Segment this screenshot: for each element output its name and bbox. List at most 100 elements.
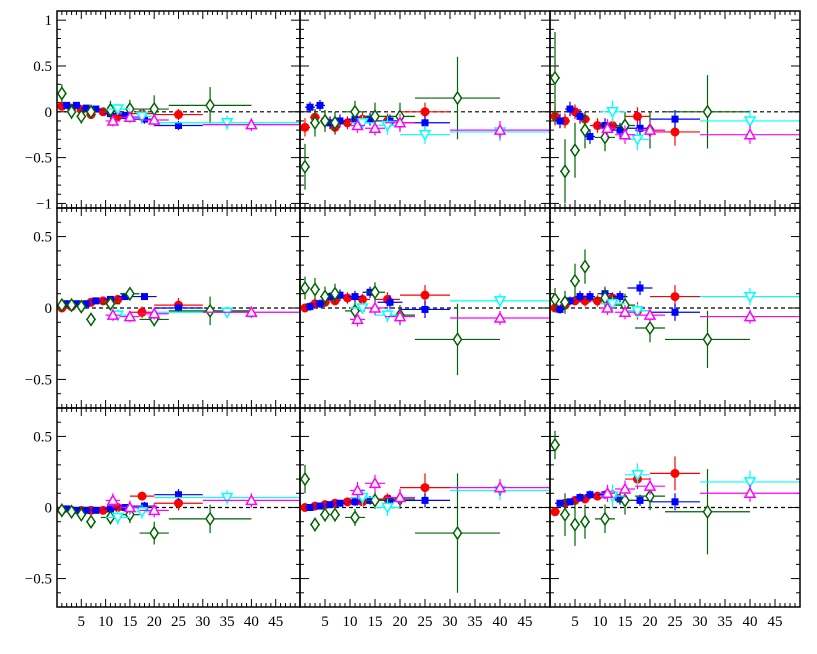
data-point-square: [72, 506, 80, 514]
data-point-diamond: [56, 297, 67, 313]
data-point-triangle-up: [245, 305, 258, 318]
x-tick-label: 45: [268, 614, 283, 630]
data-series: [550, 249, 750, 368]
data-point-triangle-up: [393, 491, 407, 503]
data-point-circle: [420, 290, 430, 300]
data-point-triangle-down: [493, 296, 507, 308]
data-point-square: [306, 504, 314, 511]
panel-grid: −1 −0.5 0 0.5 1 −0.5 0 0.5 −0.5 0 0.5: [25, 10, 801, 608]
data-series: [300, 276, 500, 376]
data-point-triangle-up: [351, 483, 364, 496]
data-point-diamond: [86, 312, 96, 327]
data-point-triangle-up: [123, 500, 137, 513]
data-series: [300, 464, 500, 593]
data-point-diamond: [350, 510, 360, 525]
data-point-square: [121, 293, 129, 301]
data-point-diamond: [76, 109, 87, 124]
data-point-diamond: [560, 294, 570, 310]
data-series: [105, 493, 300, 518]
data-point-square: [636, 284, 644, 292]
data-point-triangle-up: [368, 476, 382, 489]
data-point-square: [586, 133, 594, 141]
data-point-diamond: [149, 525, 160, 541]
y-tick-label: 0.5: [33, 429, 52, 445]
data-point-triangle-up: [393, 310, 407, 322]
data-point-circle: [670, 468, 680, 478]
data-point-square: [121, 111, 129, 119]
y-tick-label: −0.5: [25, 572, 52, 588]
x-tick-label: 30: [443, 614, 458, 630]
x-tick-label: 45: [768, 614, 783, 630]
data-point-diamond: [580, 514, 590, 530]
data-point-triangle-down: [111, 512, 125, 524]
x-tick-label: 25: [418, 614, 433, 630]
data-point-square: [671, 115, 679, 123]
data-point-triangle-up: [106, 493, 120, 506]
data-point-square: [576, 112, 584, 120]
data-point-triangle-down: [381, 502, 394, 515]
chart-panel: −1 −0.5 0 0.5 1: [25, 10, 301, 212]
data-point-square: [82, 506, 90, 514]
data-point-circle: [670, 292, 680, 302]
chart-panel: [299, 207, 551, 409]
data-point-square: [556, 117, 564, 125]
data-point-diamond: [56, 502, 67, 518]
data-point-square: [72, 101, 80, 109]
data-point-triangle-up: [147, 503, 161, 516]
data-point-triangle-down: [381, 120, 394, 133]
data-point-diamond: [370, 284, 380, 300]
data-point-square: [336, 291, 344, 299]
data-point-triangle-up: [147, 113, 161, 125]
data-point-square: [140, 293, 148, 301]
data-series: [600, 300, 800, 324]
data-point-triangle-down: [606, 298, 619, 311]
data-point-triangle-down: [606, 107, 619, 119]
chart-panel: [549, 407, 801, 608]
data-point-diamond: [550, 437, 560, 453]
data-point-triangle-down: [743, 116, 757, 128]
data-point-diamond: [320, 507, 330, 522]
data-point-triangle-down: [631, 134, 644, 146]
data-point-square: [175, 122, 182, 130]
data-series: [550, 32, 750, 204]
data-point-diamond: [76, 299, 87, 314]
data-point-square: [175, 304, 182, 312]
data-point-triangle-up: [493, 311, 507, 323]
data-point-diamond: [310, 517, 320, 532]
x-tick-label: 25: [668, 614, 683, 630]
data-point-circle: [670, 127, 680, 137]
y-tick-label: 0: [45, 501, 53, 517]
data-point-square: [421, 496, 429, 504]
data-point-square: [326, 501, 334, 509]
data-point-diamond: [66, 297, 77, 313]
data-point-square: [556, 305, 564, 313]
y-tick-label: −0.5: [25, 151, 52, 167]
data-point-circle: [420, 483, 430, 493]
panel-frame: [549, 10, 801, 209]
data-point-diamond: [452, 90, 463, 106]
data-point-square: [336, 499, 344, 507]
data-series: [305, 286, 450, 318]
data-point-diamond: [300, 280, 310, 296]
data-point-circle: [550, 507, 560, 517]
data-point-square: [63, 505, 71, 513]
chart-panel: [299, 10, 551, 209]
x-tick-label: 40: [244, 614, 259, 630]
data-point-square: [306, 103, 314, 111]
x-tick-label: 30: [195, 614, 210, 630]
data-point-diamond: [702, 104, 713, 120]
data-point-circle: [300, 122, 310, 132]
data-point-square: [576, 293, 584, 301]
data-point-diamond: [76, 507, 87, 522]
data-point-square: [63, 101, 71, 109]
data-point-triangle-down: [631, 470, 644, 482]
data-point-square: [386, 496, 394, 504]
data-point-triangle-up: [601, 486, 614, 499]
x-tick-labels: 5 10 15 20 25 30 35 40 45 5 10 15 20 25 30 35 40 45 5 10 15 2…: [78, 614, 783, 630]
data-point-square: [106, 505, 114, 513]
data-point-circle: [420, 107, 430, 117]
data-point-diamond: [86, 514, 96, 530]
data-point-square: [82, 104, 90, 112]
data-point-circle: [174, 498, 183, 508]
data-point-diamond: [452, 525, 463, 541]
